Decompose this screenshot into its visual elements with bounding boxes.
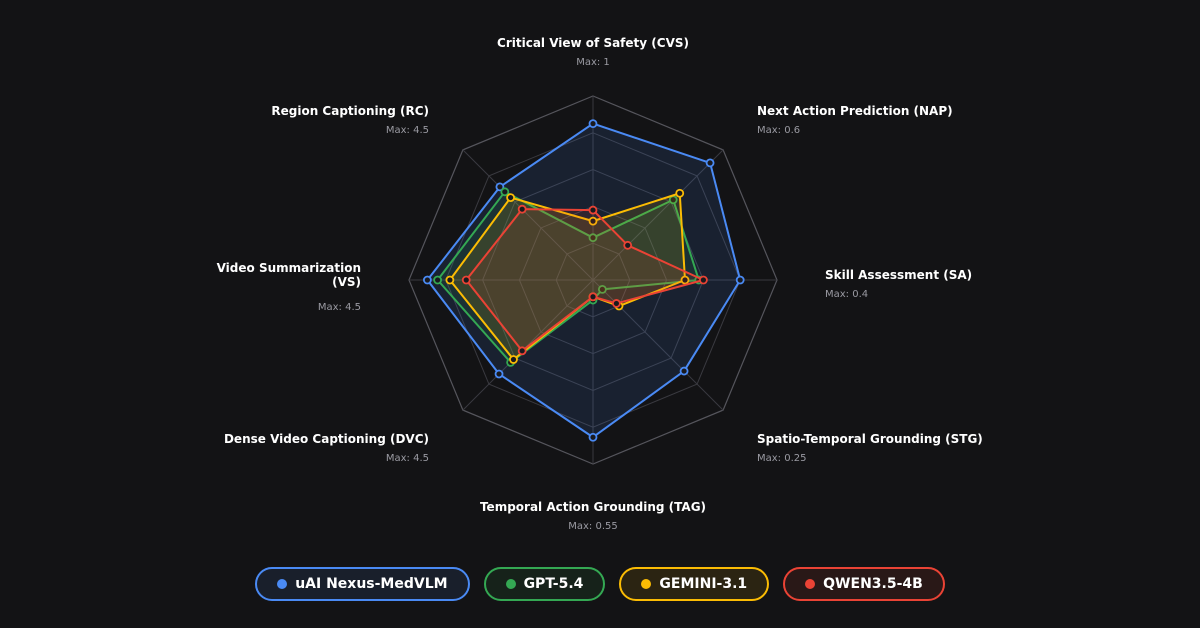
data-point[interactable] — [500, 187, 510, 197]
data-point[interactable] — [509, 355, 518, 364]
legend-item[interactable]: GEMINI-3.1 — [619, 567, 770, 601]
legend-dot-icon — [505, 579, 516, 589]
data-point[interactable] — [588, 233, 598, 243]
axis-max-label: Max: 4.5 — [386, 125, 429, 136]
data-point[interactable] — [735, 275, 745, 285]
radar-series — [422, 119, 745, 442]
axis-max-label: Max: 4.5 — [386, 453, 429, 464]
grid-spoke — [462, 279, 594, 411]
legend-label: QWEN3.5-4B — [823, 576, 923, 592]
legend-label: GEMINI-3.1 — [659, 576, 748, 592]
axis-title: Next Action Prediction (NAP) — [757, 104, 953, 118]
legend-item[interactable]: GPT-5.4 — [483, 567, 606, 601]
axis-max-label: Max: 0.25 — [757, 453, 807, 464]
axis-max-label: Max: 0.6 — [757, 125, 800, 136]
axis-title: Video Summarization (VS) — [217, 261, 361, 289]
axis-title: Spatio-Temporal Grounding (STG) — [757, 432, 983, 446]
data-point[interactable] — [679, 366, 689, 376]
data-point[interactable] — [675, 188, 685, 198]
legend-item[interactable]: uAI Nexus-MedVLM — [255, 567, 470, 601]
legend-dot-icon — [805, 579, 816, 589]
grid-spoke — [462, 149, 594, 281]
axis-max-label: Max: 4.5 — [318, 302, 361, 313]
data-point[interactable] — [705, 158, 715, 168]
axis-max-label: Max: 0.55 — [568, 521, 618, 532]
data-point[interactable] — [517, 346, 527, 356]
legend-dot-icon — [277, 579, 288, 589]
data-point[interactable] — [445, 275, 455, 285]
axis-title: Region Captioning (RC) — [271, 104, 429, 118]
data-point[interactable] — [588, 119, 598, 128]
data-point[interactable] — [588, 432, 598, 442]
data-point[interactable] — [433, 275, 443, 285]
legend-label: GPT-5.4 — [523, 576, 584, 592]
legend-dot-icon — [641, 579, 652, 589]
data-point[interactable] — [494, 369, 504, 379]
data-point[interactable] — [461, 275, 471, 285]
data-point[interactable] — [517, 204, 527, 214]
axis-labels: Critical View of Safety (CVS) Max: 1 Next … — [217, 36, 983, 532]
axis-title: Critical View of Safety (CVS) — [497, 36, 689, 50]
axis-title: Dense Video Captioning (DVC) — [224, 432, 429, 446]
grid-spoke — [592, 149, 724, 281]
data-point[interactable] — [588, 292, 598, 302]
data-point[interactable] — [623, 240, 633, 250]
data-point[interactable] — [506, 193, 515, 202]
axis-title: Skill Assessment (SA) — [825, 268, 972, 282]
data-point[interactable] — [597, 284, 607, 294]
data-point[interactable] — [422, 275, 432, 285]
data-point[interactable] — [612, 299, 621, 308]
axis-title: Temporal Action Grounding (TAG) — [480, 500, 706, 514]
data-point[interactable] — [588, 216, 598, 226]
legend-label: uAI Nexus-MedVLM — [295, 576, 448, 592]
legend-item[interactable]: QWEN3.5-4B — [783, 567, 945, 601]
data-point[interactable] — [495, 182, 505, 192]
axis-max-label: Max: 1 — [576, 57, 610, 68]
legend: uAI Nexus-MedVLM GPT-5.4 GEMINI-3.1 QWEN3.5… — [0, 567, 1200, 601]
data-point[interactable] — [699, 275, 708, 285]
axis-max-label: Max: 0.4 — [825, 289, 868, 300]
data-point[interactable] — [588, 205, 598, 215]
data-point[interactable] — [680, 275, 690, 285]
